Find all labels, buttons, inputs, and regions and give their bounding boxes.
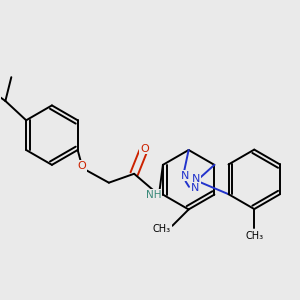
Text: N: N	[192, 174, 200, 184]
Text: O: O	[140, 143, 149, 154]
Text: N: N	[191, 183, 200, 193]
Text: CH₃: CH₃	[245, 231, 263, 241]
Text: O: O	[78, 161, 86, 171]
Text: CH₃: CH₃	[153, 224, 171, 234]
Text: N: N	[181, 170, 190, 181]
Text: NH: NH	[146, 190, 161, 200]
